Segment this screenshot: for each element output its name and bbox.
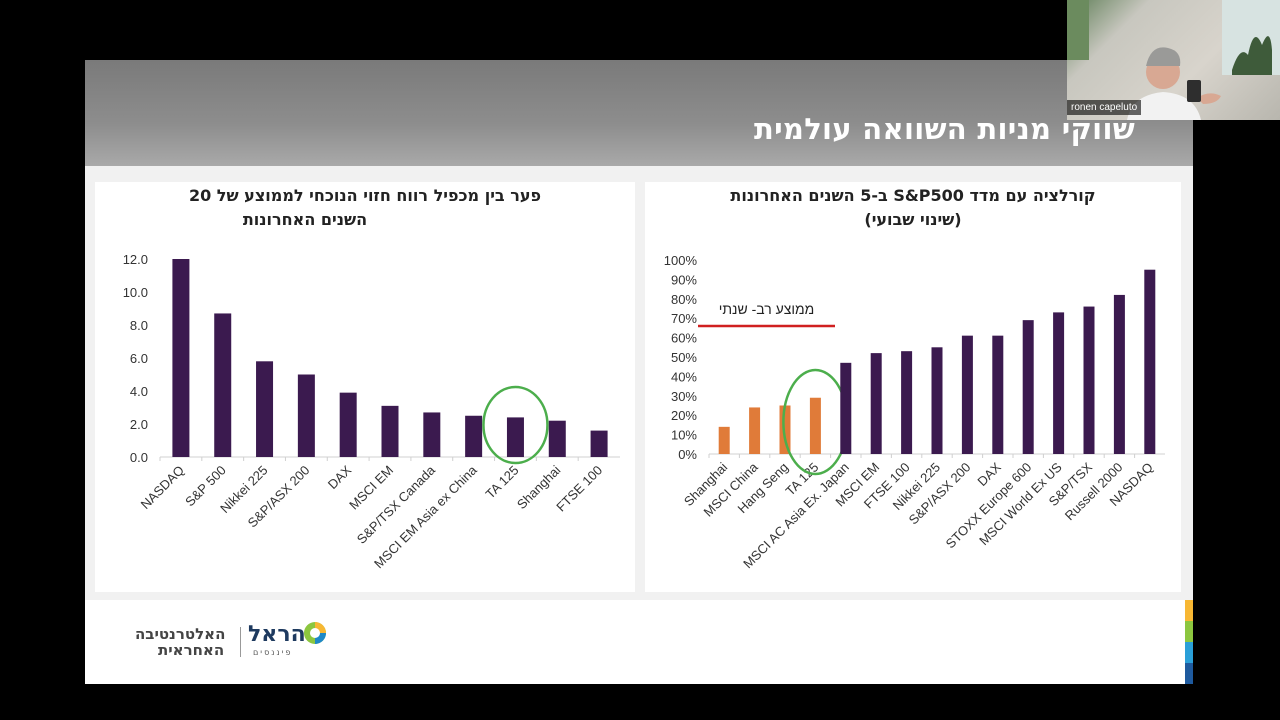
bar	[172, 259, 190, 457]
pe-gap-chart: פער בין מכפיל רווח חזוי הנוכחי לממוצע של…	[95, 182, 635, 592]
y-tick-label: 100%	[664, 253, 698, 268]
bar	[381, 405, 399, 457]
slide-header: שווקי מניות השוואה עולמית	[85, 60, 1193, 166]
bar	[1083, 306, 1095, 454]
logo-brand-sub: פיננסים	[253, 648, 293, 657]
bar	[1053, 312, 1065, 454]
x-tick-label: NASDAQ	[138, 463, 187, 512]
chart-title-line2: (שינוי שבועי)	[864, 210, 962, 229]
footer-color-bar	[1185, 600, 1193, 684]
x-tick-label: S&P/TSX Canada	[354, 462, 439, 547]
y-tick-label: 60%	[671, 331, 697, 346]
y-tick-label: 20%	[671, 408, 697, 423]
bar	[1022, 320, 1034, 454]
chart-title: פער בין מכפיל רווח חזוי הנוכחי לממוצע של…	[95, 184, 635, 232]
y-tick-label: 8.0	[130, 318, 148, 333]
reference-line-label: ממוצע רב- שנתי	[719, 301, 815, 317]
logo-divider	[240, 627, 241, 657]
logo-tagline-line1: האלטרנטיבה	[135, 625, 226, 643]
y-tick-label: 40%	[671, 369, 697, 384]
bar	[1144, 269, 1156, 454]
bar	[548, 420, 566, 457]
correlation-chart-plot: 0%10%20%30%40%50%60%70%80%90%100%Shangha…	[664, 253, 1165, 571]
logo-brand: הראל	[248, 622, 306, 647]
bar	[339, 392, 357, 457]
y-tick-label: 4.0	[130, 384, 148, 399]
y-tick-label: 0.0	[130, 450, 148, 465]
y-tick-label: 10%	[671, 428, 697, 443]
bar	[809, 397, 821, 454]
chart-title-line1: פער בין מכפיל רווח חזוי הנוכחי לממוצע של…	[188, 186, 542, 205]
bar	[1113, 294, 1125, 454]
bar	[840, 362, 852, 454]
participant-video-icon	[1067, 0, 1280, 120]
bar	[506, 417, 524, 457]
bar	[870, 353, 882, 454]
y-tick-label: 10.0	[123, 285, 148, 300]
bar	[214, 313, 232, 457]
y-tick-label: 2.0	[130, 417, 148, 432]
highlight-circle	[482, 385, 549, 465]
y-tick-label: 90%	[671, 272, 697, 287]
harel-swirl-icon	[304, 622, 326, 644]
bar	[718, 426, 730, 454]
bar	[749, 407, 761, 454]
chart-title-line1: קורלציה עם מדד S&P500 ב-5 השנים האחרונות	[730, 186, 1096, 205]
logo-tagline-line2: האחראית	[158, 641, 225, 659]
bar	[423, 412, 441, 457]
x-tick-label: DAX	[325, 462, 355, 492]
bar	[590, 430, 608, 457]
x-tick-label: FTSE 100	[553, 463, 605, 515]
y-tick-label: 70%	[671, 311, 697, 326]
bar	[992, 335, 1004, 454]
correlation-chart: קורלציה עם מדד S&P500 ב-5 השנים האחרונות…	[645, 182, 1181, 592]
y-tick-label: 0%	[678, 447, 697, 462]
y-tick-label: 50%	[671, 350, 697, 365]
webcam-video-tile[interactable]: ronen capeluto	[1067, 0, 1280, 120]
bar	[931, 347, 943, 454]
y-tick-label: 30%	[671, 389, 697, 404]
bar	[901, 351, 913, 454]
x-tick-label: TA 125	[483, 463, 522, 502]
y-tick-label: 12.0	[123, 252, 148, 267]
presentation-slide: שווקי מניות השוואה עולמית פער בין מכפיל …	[85, 60, 1193, 684]
y-tick-label: 80%	[671, 292, 697, 307]
participant-name-label: ronen capeluto	[1067, 100, 1142, 115]
bar	[465, 415, 483, 457]
bar	[297, 374, 315, 457]
chart-title-line2: השנים האחרונות	[242, 210, 368, 229]
bar	[256, 361, 274, 457]
harel-logo: האלטרנטיבה האחראית הראל פיננסים	[135, 615, 335, 665]
chart-title: קורלציה עם מדד S&P500 ב-5 השנים האחרונות…	[645, 184, 1181, 232]
y-tick-label: 6.0	[130, 351, 148, 366]
bar	[961, 335, 973, 454]
bar	[779, 405, 791, 454]
